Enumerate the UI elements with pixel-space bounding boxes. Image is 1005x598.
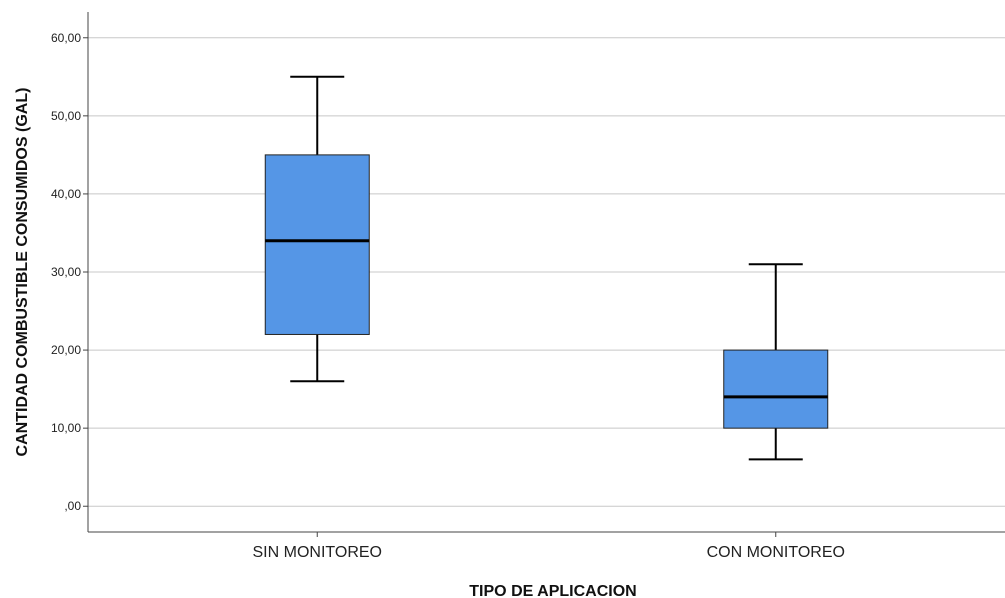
- y-tick-label: 40,00: [51, 187, 81, 201]
- x-axis-title: TIPO DE APLICACION: [469, 583, 636, 598]
- y-tick-label: 50,00: [51, 109, 81, 123]
- gridlines: [88, 38, 1005, 506]
- iqr-box: [724, 350, 828, 428]
- box-group: [724, 264, 828, 459]
- y-axis-title: CANTIDAD COMBUSTIBLE CONSUMIDOS (GAL): [14, 88, 31, 457]
- category-labels: SIN MONITOREO CON MONITOREO: [253, 532, 845, 561]
- x-tick-label: CON MONITOREO: [707, 544, 845, 561]
- x-tick-label: SIN MONITOREO: [253, 544, 383, 561]
- y-tick-label: 10,00: [51, 421, 81, 435]
- box-group: [265, 77, 369, 382]
- boxes: [265, 77, 828, 460]
- y-tick-label: 30,00: [51, 265, 81, 279]
- y-tick-label: 20,00: [51, 343, 81, 357]
- y-tick-label: 60,00: [51, 31, 81, 45]
- iqr-box: [265, 155, 369, 335]
- y-tick-label: ,00: [64, 499, 81, 513]
- y-ticks: ,00 10,00 20,00 30,00 40,00 50,00 60,00: [51, 31, 88, 513]
